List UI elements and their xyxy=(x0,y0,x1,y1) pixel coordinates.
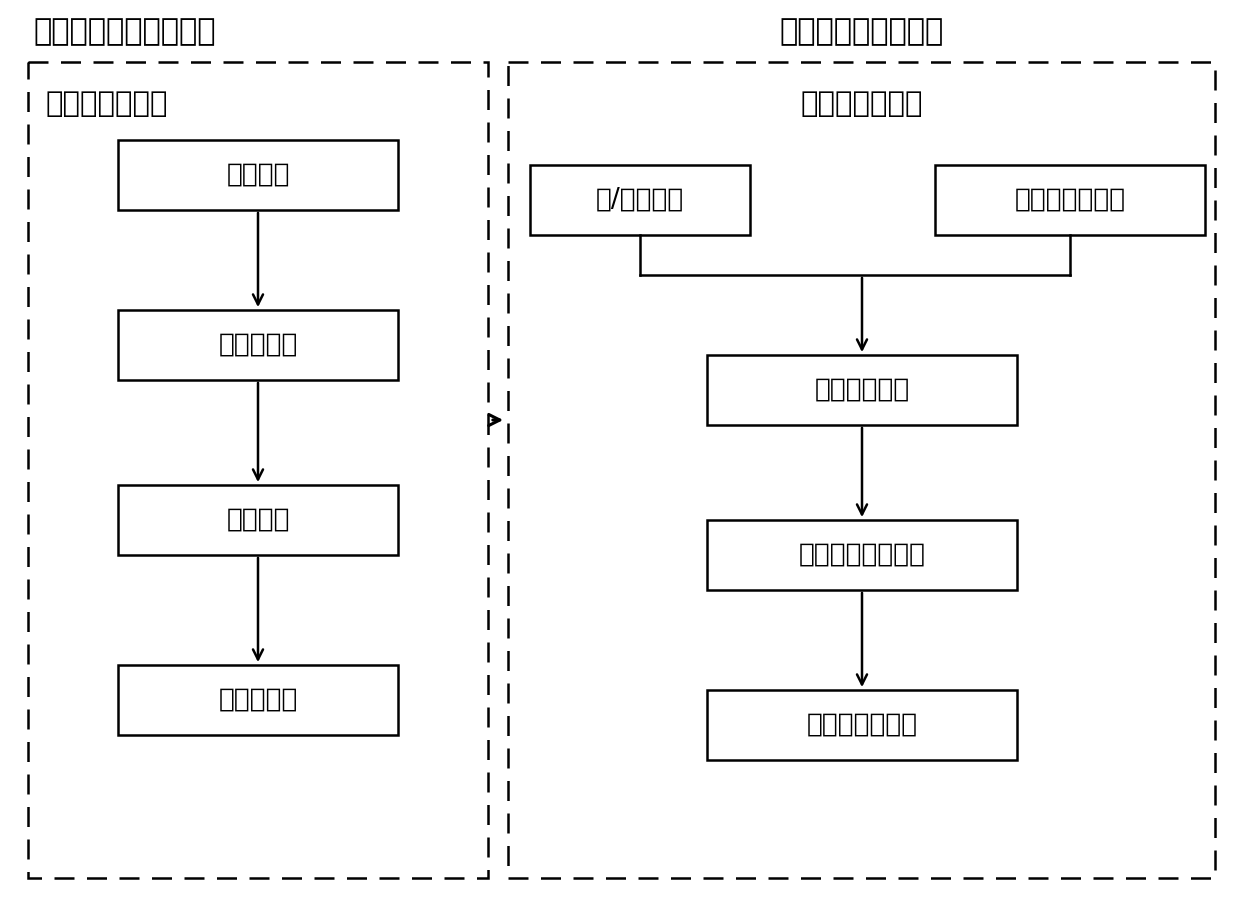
Text: 图像预处理: 图像预处理 xyxy=(218,332,298,358)
Text: 深度强化学习模型: 深度强化学习模型 xyxy=(799,542,925,568)
Text: 机械臂动作: 机械臂动作 xyxy=(218,687,298,713)
Text: 力觉调姿精装配: 力觉调姿精装配 xyxy=(800,90,923,118)
Text: 力/力矩信息: 力/力矩信息 xyxy=(596,187,684,213)
Bar xyxy=(707,690,1017,760)
Bar xyxy=(508,62,1215,878)
Bar xyxy=(118,310,398,380)
Text: 装配零部件未接触阶段: 装配零部件未接触阶段 xyxy=(33,17,216,46)
Text: 机械臂姿态调整: 机械臂姿态调整 xyxy=(806,712,918,738)
Text: 信息融合处理: 信息融合处理 xyxy=(815,377,910,403)
Text: 位姿解算: 位姿解算 xyxy=(226,507,290,533)
Text: 图像信息: 图像信息 xyxy=(226,162,290,188)
Bar xyxy=(29,62,489,878)
Bar xyxy=(707,520,1017,590)
Bar xyxy=(529,165,750,235)
Text: 装配零部件接触阶段: 装配零部件接触阶段 xyxy=(780,17,944,46)
Bar xyxy=(118,665,398,735)
Bar xyxy=(118,140,398,210)
Bar xyxy=(935,165,1205,235)
Text: 视觉引导粗定位: 视觉引导粗定位 xyxy=(46,90,169,118)
Text: 机械臂参数信息: 机械臂参数信息 xyxy=(1014,187,1126,213)
Bar xyxy=(707,355,1017,425)
Bar xyxy=(118,485,398,555)
